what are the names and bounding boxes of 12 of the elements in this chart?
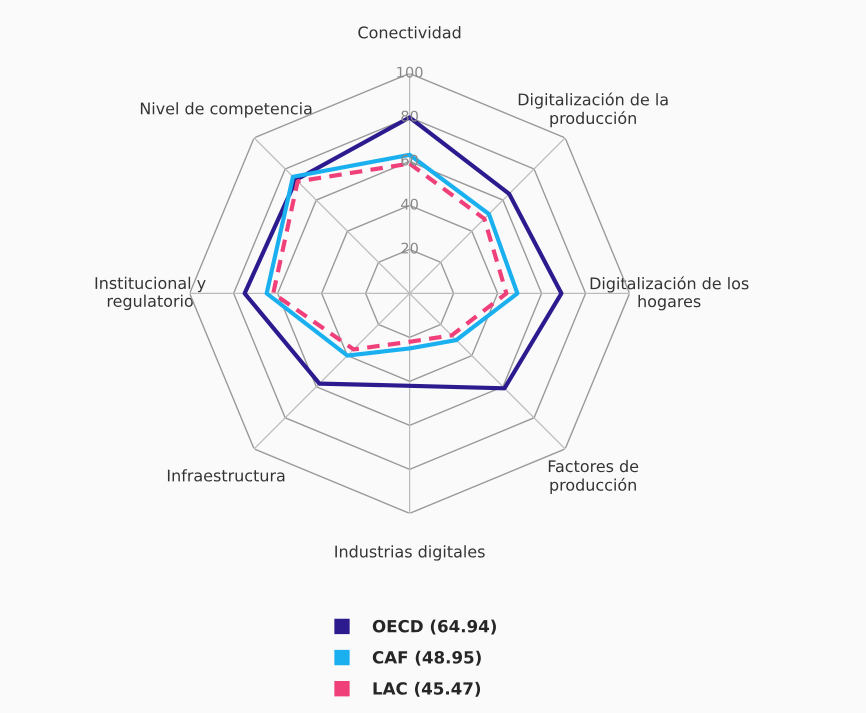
spoke-label: Nivel de competencia — [140, 102, 312, 118]
spoke-label: Digitalización de los hogares — [590, 276, 748, 310]
spoke-label: Factores de producción — [548, 460, 638, 494]
legend-label: LAC (45.47) — [374, 682, 480, 697]
legend-label: OECD (64.94) — [372, 620, 496, 634]
spoke-label: Industrias digitales — [335, 545, 485, 561]
spoke-label: Infraestructura — [168, 469, 284, 482]
spoke-label: Conectividad — [358, 26, 460, 38]
spoke-label: Institucional y regulatorio — [96, 276, 206, 310]
legend-label: CAF (48.95) — [372, 650, 481, 666]
y-tick-label: 100 — [397, 66, 423, 78]
spoke-label: Digitalización de la producción — [518, 92, 668, 128]
